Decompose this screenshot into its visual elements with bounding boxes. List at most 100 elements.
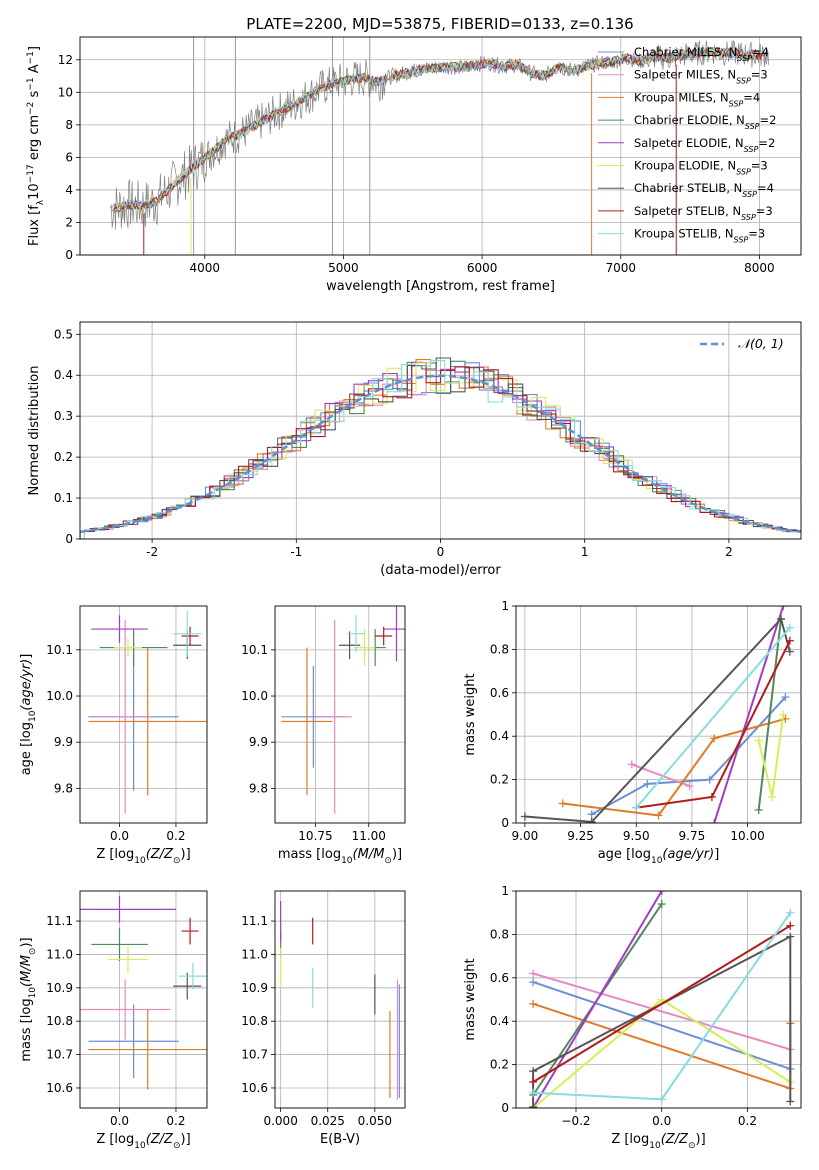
- x-axis-label-part: (age/yr): [662, 847, 714, 862]
- legend-label-salpeter-elodie: Salpeter ELODIE, NSSP=2: [634, 136, 775, 154]
- x-axis-label: Z [log10(Z/Z⊙)]: [96, 847, 190, 866]
- y-tick-label: 9.9: [249, 735, 268, 749]
- legend-label-tail: =4: [743, 90, 760, 104]
- y-tick-label: 0: [501, 816, 509, 830]
- y-axis-label-part: λ: [36, 199, 46, 205]
- y-axis-label-part: −1: [26, 51, 36, 64]
- y-tick-label: 12: [58, 53, 73, 67]
- ticks: 0.000 0.025 0.050 10.6 10.7 10.8 10.9 11.0 11.1: [241, 914, 392, 1128]
- grid: [80, 606, 207, 823]
- residual-histogram-kroupa-elodie: [83, 362, 801, 539]
- x-axis-label: Z [log10(Z/Z⊙)]: [611, 1132, 705, 1151]
- legend-label-sub: SSP: [741, 212, 756, 221]
- weight-line: [532, 924, 791, 1083]
- ticks: 9.00 9.25 9.50 9.75 10.00 0 0.2 0.4 0.6 0.8 1: [490, 599, 765, 843]
- legend-label-sub: SSP: [729, 99, 744, 108]
- axes-frame: [79, 321, 802, 540]
- x-axis-label-part: 10: [134, 856, 146, 866]
- legend-label-normal: 𝒩(0, 1): [738, 336, 784, 351]
- ticks: 0.0 0.2 10.6 10.7 10.8 10.9 11.0 11.1: [46, 914, 185, 1128]
- spectrum-panel: 4000 5000 6000 7000 8000 0 2 4 6 8 10 12 wavelength …: [26, 36, 802, 294]
- y-tick-label: 8: [65, 118, 73, 132]
- axes-frame: [515, 605, 802, 824]
- weight-vs-metallicity-panel: −0.2 0.0 0.2 0 0.2 0.4 0.6 0.8 1 Z [log10(Z/Z⊙)] m…: [463, 884, 802, 1151]
- x-axis-label-part: (Z/Z: [146, 847, 174, 862]
- x-axis-label: wavelength [Angstrom, rest frame]: [326, 279, 555, 294]
- y-tick-label: 10.0: [46, 689, 73, 703]
- legend-label-text: Chabrier ELODIE, N: [634, 113, 745, 127]
- y-axis-label-part: )]: [19, 937, 34, 947]
- ticks: −0.2 0.0 0.2 0 0.2 0.4 0.6 0.8 1: [490, 884, 757, 1128]
- x-tick-label: 1: [581, 545, 589, 559]
- y-tick-label: 0: [501, 1101, 509, 1115]
- legend-label-text: Chabrier STELIB, N: [634, 181, 742, 195]
- y-tick-label: 10.6: [46, 1081, 73, 1095]
- plot-area: [520, 606, 794, 823]
- axes-frame: [79, 36, 802, 256]
- y-tick-label: 0.5: [54, 327, 73, 341]
- legend-label-tail: =2: [760, 113, 777, 127]
- y-tick-label: 10.8: [46, 1014, 73, 1028]
- plot-area: [110, 37, 769, 255]
- y-tick-label: 9.9: [54, 735, 73, 749]
- y-tick-label: 11.1: [241, 914, 268, 928]
- y-tick-label: 11.0: [241, 947, 268, 961]
- y-axis-label: Flux [fλ10−17 erg cm−2 s−1 A−1]: [26, 46, 46, 246]
- y-tick-label: 1: [501, 599, 509, 613]
- y-axis-label-part: −17: [26, 164, 36, 183]
- grid: [516, 605, 801, 824]
- weight-series-kroupa-elodie: [754, 710, 788, 801]
- x-axis-label: mass [log10(M/M⊙)]: [278, 847, 402, 866]
- errorbar-salpeter-stelib: [181, 626, 199, 646]
- y-axis-label-part: ]: [27, 46, 42, 51]
- legend-label-text: Salpeter STELIB, N: [634, 204, 741, 218]
- errorbar-kroupa-elodie: [108, 946, 148, 973]
- legend-label-sub: SSP: [734, 235, 749, 244]
- plot-area: [80, 896, 207, 1090]
- x-tick-label: 0.2: [166, 1114, 185, 1128]
- x-axis-label-part: ⊙: [173, 856, 181, 866]
- y-axis-label-part: (age/yr): [19, 659, 34, 711]
- errorbar-salpeter-stelib: [181, 917, 199, 945]
- errorbar-kroupa-stelib: [178, 962, 207, 990]
- legend-label-sub: SSP: [744, 144, 759, 153]
- x-axis-label-part: )]: [392, 847, 402, 862]
- x-tick-label: 7000: [605, 261, 636, 275]
- y-axis-label-part: 10: [27, 183, 42, 200]
- weight-series-salpeter-miles: [627, 760, 694, 791]
- y-tick-label: 10.1: [241, 643, 268, 657]
- x-tick-label: -1: [290, 545, 302, 559]
- mass-vs-metallicity-panel: 0.0 0.2 10.6 10.7 10.8 10.9 11.0 11.1 Z [log10(Z…: [19, 890, 208, 1151]
- y-tick-label: 0.2: [490, 773, 509, 787]
- weight-line: [532, 972, 791, 1051]
- y-tick-label: 0.3: [54, 409, 73, 423]
- y-axis-label: mass [log10(M/M⊙)]: [19, 937, 38, 1061]
- y-tick-label: 0.6: [490, 686, 509, 700]
- x-axis-label: (data-model)/error: [380, 563, 501, 578]
- ticks: 10.75 11.00 9.8 9.9 10.0 10.1: [241, 643, 386, 843]
- y-tick-label: 0.2: [54, 450, 73, 464]
- y-axis-label-part: erg cm: [27, 115, 42, 164]
- y-tick-label: 11.1: [46, 914, 73, 928]
- y-tick-label: 10.1: [46, 643, 73, 657]
- legend-label-sub: SSP: [745, 122, 760, 131]
- errorbar-kroupa-elodie: [353, 629, 376, 667]
- x-axis-label-part: )]: [181, 847, 191, 862]
- figure-title: PLATE=2200, MJD=53875, FIBERID=0133, z=0…: [246, 15, 633, 33]
- legend-label-salpeter-stelib: Salpeter STELIB, NSSP=3: [634, 204, 773, 222]
- x-tick-label: 0: [437, 545, 445, 559]
- x-tick-label: 9.50: [623, 829, 650, 843]
- weight-series-kroupa-stelib: [529, 908, 795, 1104]
- y-tick-label: 4: [65, 183, 73, 197]
- axes-frame: [79, 890, 208, 1109]
- x-axis-label-part: (Z/Z: [661, 1132, 689, 1147]
- errorbar-chabrier-stelib: [338, 631, 361, 660]
- x-axis-label: age [log10(age/yr)]: [598, 847, 720, 866]
- weight-vs-age-panel: 9.00 9.25 9.50 9.75 10.00 0 0.2 0.4 0.6 0.8 1 age […: [463, 599, 802, 866]
- y-axis-label-part: s: [27, 90, 42, 101]
- plot-area: [529, 891, 795, 1108]
- x-axis-label-part: )]: [181, 1132, 191, 1147]
- x-axis-label-part: 10: [651, 856, 663, 866]
